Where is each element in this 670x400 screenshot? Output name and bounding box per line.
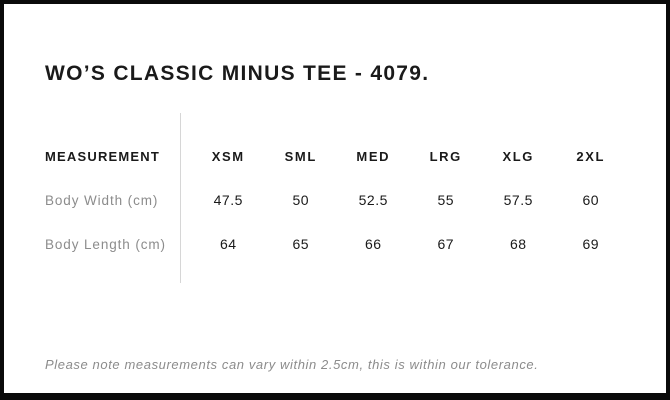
size-header-xsm: XSM (211, 148, 245, 164)
body-width-xlg: 57.5 (503, 192, 533, 208)
size-header-lrg: LRG (429, 148, 462, 164)
body-width-sml: 50 (292, 192, 310, 208)
row-label-body-width: Body Width (cm) (45, 192, 159, 208)
body-length-2xl: 69 (582, 236, 600, 252)
size-header-med: MED (356, 148, 391, 164)
body-width-lrg: 55 (437, 192, 455, 208)
body-length-sml: 65 (292, 236, 310, 252)
body-width-xsm: 47.5 (213, 192, 243, 208)
body-width-2xl: 60 (582, 192, 600, 208)
tolerance-note: Please note measurements can vary within… (45, 357, 539, 372)
table-row-body-width: Body Width (cm) 47.5 50 52.5 55 57.5 60 (45, 178, 627, 222)
body-width-med: 52.5 (358, 192, 388, 208)
table-column-divider (180, 113, 181, 283)
body-length-lrg: 67 (437, 236, 455, 252)
row-label-body-length: Body Length (cm) (45, 236, 166, 252)
size-header-sml: SML (284, 148, 317, 164)
measurement-header: MEASUREMENT (45, 148, 161, 164)
size-header-2xl: 2XL (576, 148, 606, 164)
table-header-row: MEASUREMENT XSM SML MED LRG XLG 2XL (45, 134, 627, 178)
page-title: WO’S CLASSIC MINUS TEE - 4079. (45, 62, 430, 86)
size-table: MEASUREMENT XSM SML MED LRG XLG 2XL Body… (45, 113, 627, 283)
body-length-xsm: 64 (219, 236, 237, 252)
size-header-xlg: XLG (502, 148, 535, 164)
body-length-xlg: 68 (509, 236, 527, 252)
body-length-med: 66 (364, 236, 382, 252)
table-row-body-length: Body Length (cm) 64 65 66 67 68 69 (45, 222, 627, 266)
